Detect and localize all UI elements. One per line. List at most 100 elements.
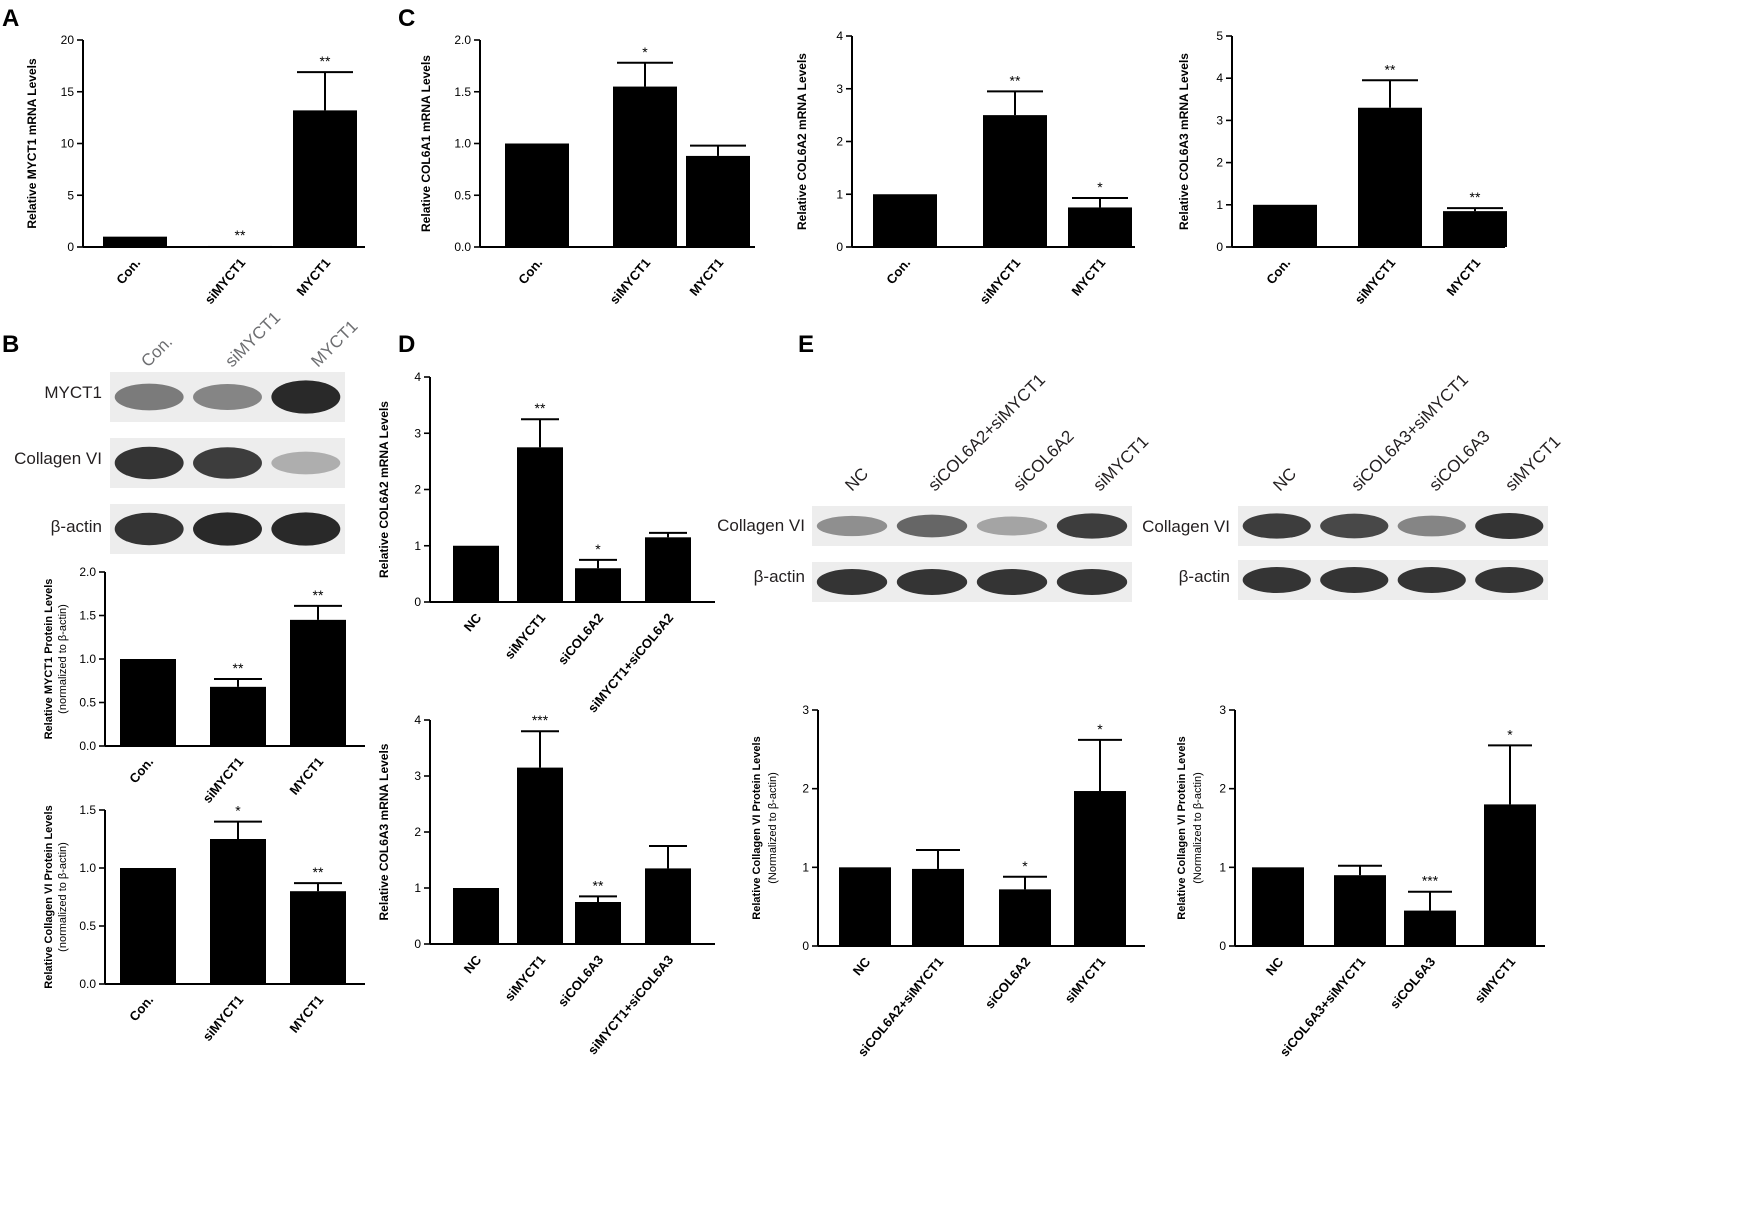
bar-0: [873, 194, 937, 247]
y-tick-label: 2: [1219, 782, 1226, 796]
chart-b1: 0.0 0.5 1.0 1.5 2.0 Relative MYCT1 Protein Le…: [43, 565, 365, 806]
x-tick-label: siMYCT1: [202, 255, 249, 307]
blot-band: [1056, 569, 1128, 595]
blot-band: [271, 451, 341, 475]
significance-mark: **: [535, 400, 546, 416]
bar-1: [210, 839, 266, 984]
y-tick-label: 1: [1219, 860, 1226, 874]
bar-1: [613, 86, 677, 247]
y-axis-sublabel: (normalized to β-actin): [57, 604, 69, 714]
lane-label: siMYCT1: [1501, 432, 1564, 495]
x-tick-label: MYCT1: [286, 754, 326, 797]
lane-label: MYCT1: [307, 317, 361, 371]
significance-mark: ***: [532, 712, 549, 728]
y-tick-label: 2: [414, 483, 421, 497]
blot-band: [1320, 513, 1389, 539]
y-tick-label: 1.0: [79, 861, 96, 875]
blot-band: [114, 446, 184, 480]
x-tick-label: siCOL6A2+siMYCT1: [855, 954, 947, 1059]
chart-d1: 0 1 2 3 4 Relative COL6A2 mRNA Levels NC ** siMY…: [377, 370, 715, 715]
x-tick-label: siMYCT1: [607, 255, 654, 307]
bar-0: [453, 545, 499, 602]
x-tick-label: siMYCT1: [1352, 255, 1399, 307]
bar-1: [210, 686, 266, 746]
y-tick-label: 1: [836, 187, 843, 201]
x-tick-label: siMYCT1: [1472, 954, 1519, 1006]
x-tick-label: siMYCT1: [200, 992, 247, 1044]
y-tick-label: 1: [802, 860, 809, 874]
lane-label: siMYCT1: [221, 308, 284, 371]
y-tick-label: 0.0: [79, 977, 96, 991]
y-axis-label: Relative MYCT1 mRNA Levels: [25, 58, 39, 229]
lane-label: Con.: [137, 332, 176, 371]
y-tick-label: 3: [1219, 703, 1226, 717]
significance-mark: ***: [1422, 873, 1439, 889]
x-tick-label: MYCT1: [686, 255, 726, 298]
blot-band: [114, 383, 184, 411]
y-tick-label: 1.5: [454, 85, 471, 99]
blot-band: [1475, 567, 1544, 593]
y-tick-label: 2: [414, 825, 421, 839]
y-tick-label: 2.0: [79, 565, 96, 579]
y-tick-label: 0.5: [79, 919, 96, 933]
y-tick-label: 10: [61, 137, 75, 151]
blot-band: [193, 512, 262, 546]
blot-row-label: Collagen VI: [1142, 517, 1230, 536]
lane-label: siMYCT1: [1089, 432, 1152, 495]
x-tick-label: Con.: [515, 255, 545, 287]
blot-band: [271, 380, 341, 414]
y-axis-label: Relative COL6A2 mRNA Levels: [795, 53, 809, 230]
panel-label-e: E: [798, 331, 814, 358]
x-tick-label: NC: [850, 954, 874, 978]
blot-band: [1475, 513, 1544, 539]
lane-label: siCOL6A3: [1425, 427, 1493, 495]
lane-label: NC: [841, 464, 872, 495]
panel-label-b: B: [2, 331, 19, 358]
y-axis-label: Relative MYCT1 Protein Levels: [43, 579, 55, 740]
x-tick-label: siMYCT1: [200, 754, 247, 806]
bar-3: [645, 868, 691, 944]
significance-mark: *: [1507, 726, 1513, 742]
blot-band: [896, 514, 968, 538]
y-tick-label: 0.0: [79, 739, 96, 753]
x-tick-label: siMYCT1: [977, 255, 1024, 307]
y-tick-label: 0: [1219, 939, 1226, 953]
blot-band: [271, 512, 341, 546]
significance-mark: **: [313, 587, 324, 603]
blots-layer: Con. siMYCT1 MYCT1 MYCT1 Collagen VI β-actin N…: [14, 308, 1564, 602]
y-tick-label: 3: [1216, 113, 1223, 127]
y-axis-label: Relative Collagen VI Protein Levels: [751, 736, 763, 919]
bar-1: [912, 868, 964, 946]
blot-band: [816, 515, 888, 537]
blot-row-label: β-actin: [1179, 567, 1230, 586]
significance-mark: *: [1022, 858, 1028, 874]
significance-mark: *: [235, 803, 241, 819]
y-tick-label: 1.0: [79, 652, 96, 666]
y-tick-label: 1.0: [454, 137, 471, 151]
bar-2: [1068, 207, 1132, 247]
panel-label-d: D: [398, 331, 415, 358]
blot-band: [193, 447, 262, 479]
x-tick-label: siCOL6A2: [982, 954, 1033, 1011]
y-tick-label: 1: [1216, 198, 1223, 212]
significance-mark: **: [235, 227, 246, 243]
significance-mark: **: [313, 864, 324, 880]
blot-band: [896, 569, 968, 595]
significance-mark: **: [593, 877, 604, 893]
chart-e2: 0 1 2 3 Relative Collagen VI Protein Levels (…: [1176, 703, 1545, 1059]
x-tick-label: siCOL6A3: [555, 952, 606, 1009]
blot-b: Con. siMYCT1 MYCT1 MYCT1 Collagen VI β-actin: [14, 308, 362, 554]
chart-d2: 0 1 2 3 4 Relative COL6A3 mRNA Levels NC *** siM…: [377, 712, 715, 1057]
significance-mark: **: [233, 660, 244, 676]
blot-row-label: β-actin: [754, 567, 805, 586]
blot-band: [976, 516, 1048, 536]
x-tick-label: siCOL6A3: [1387, 954, 1438, 1011]
chart-c2: 0 1 2 3 4 Relative COL6A2 mRNA Levels Con. ** si…: [795, 29, 1135, 307]
significance-mark: *: [642, 44, 648, 60]
bar-2: [290, 619, 346, 746]
y-tick-label: 0: [67, 240, 74, 254]
y-tick-label: 4: [414, 370, 421, 384]
y-axis-label: Relative COL6A3 mRNA Levels: [1177, 53, 1191, 230]
